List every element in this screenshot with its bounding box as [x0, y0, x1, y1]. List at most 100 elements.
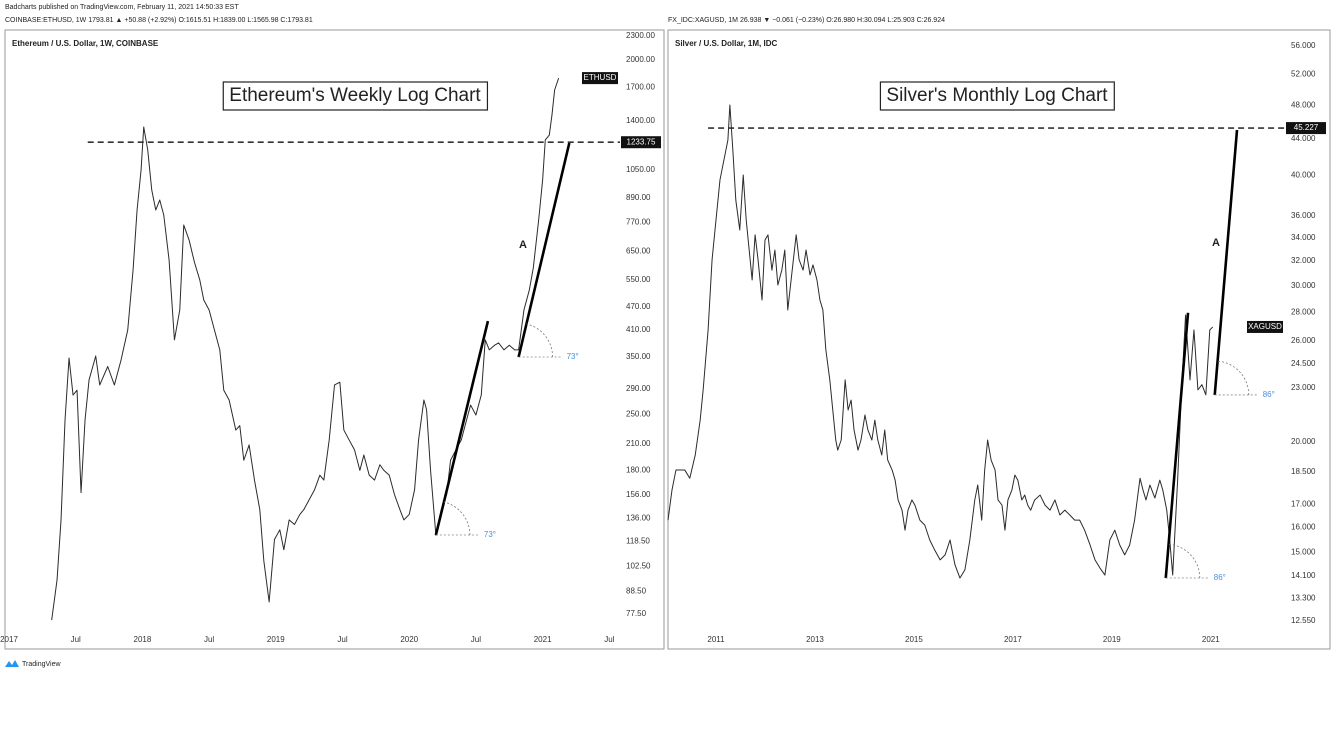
last-price-label: XAGUSD	[1248, 322, 1282, 331]
x-tick-label: Jul	[204, 635, 214, 644]
y-tick-label: 32.000	[1291, 256, 1316, 265]
angle-arc	[1168, 543, 1201, 579]
y-tick-label: 250.00	[626, 409, 651, 418]
y-tick-label: 12.550	[1291, 616, 1316, 625]
y-tick-label: 20.000	[1291, 437, 1316, 446]
level-label-box	[621, 136, 661, 149]
angle-arc	[526, 323, 554, 357]
y-tick-label: 136.00	[626, 513, 651, 522]
y-tick-label: 52.000	[1291, 70, 1316, 79]
logo-mark	[5, 660, 19, 667]
y-tick-label: 48.000	[1291, 100, 1316, 109]
x-tick-label: 2021	[1202, 635, 1220, 644]
y-tick-label: 770.00	[626, 218, 651, 227]
y-tick-label: 550.00	[626, 275, 651, 284]
title-box	[222, 81, 489, 111]
x-tick-label: Jul	[604, 635, 614, 644]
chart-subtitle: Ethereum / U.S. Dollar, 1W, COINBASE	[12, 39, 159, 48]
trend-line	[434, 320, 490, 536]
x-tick-label: 2017	[1004, 635, 1022, 644]
x-tick-label: 2013	[806, 635, 824, 644]
panel-frame	[667, 29, 1331, 650]
last-price-box	[1247, 320, 1283, 333]
y-tick-label: 18.500	[1291, 467, 1316, 476]
x-tick-label: Jul	[71, 635, 81, 644]
level-label: 45.227	[1294, 123, 1319, 132]
y-tick-label: 1700.00	[626, 83, 655, 92]
y-tick-label: 88.50	[626, 587, 647, 596]
chart-subtitle: Silver / U.S. Dollar, 1M, IDC	[675, 39, 777, 48]
chart-panel: FX_IDC:XAGUSD, 1M 26.938 ▼ −0.061 (−0.23…	[667, 17, 1331, 650]
y-tick-label: 44.000	[1291, 134, 1316, 143]
chart-title: Silver's Monthly Log Chart	[886, 85, 1108, 106]
y-tick-label: 77.50	[626, 609, 647, 618]
panel-frame	[4, 29, 665, 650]
y-tick-label: 15.000	[1291, 547, 1316, 556]
chart-title: Ethereum's Weekly Log Chart	[229, 85, 481, 106]
x-tick-label: Jul	[471, 635, 481, 644]
y-tick-label: 350.00	[626, 352, 651, 361]
last-price-box	[582, 72, 618, 85]
y-tick-label: 470.00	[626, 302, 651, 311]
x-tick-label: 2021	[534, 635, 552, 644]
y-tick-label: 56.000	[1291, 41, 1316, 50]
angle-arc	[443, 501, 471, 536]
y-tick-label: 410.00	[626, 325, 651, 334]
x-tick-label: Jul	[337, 635, 347, 644]
level-label: 1233.75	[627, 137, 656, 146]
title-box	[879, 81, 1115, 111]
y-tick-label: 102.50	[626, 561, 651, 570]
symbol-header: COINBASE:ETHUSD, 1W 1793.81 ▲ +50.88 (+2…	[5, 17, 313, 24]
y-tick-label: 40.000	[1291, 170, 1316, 179]
y-tick-label: 30.000	[1291, 281, 1316, 290]
x-tick-label: 2017	[0, 635, 18, 644]
angle-label: 86°	[1263, 390, 1275, 399]
y-tick-label: 2300.00	[626, 31, 655, 40]
price-line	[51, 77, 560, 621]
y-tick-label: 26.000	[1291, 336, 1316, 345]
y-tick-label: 890.00	[626, 193, 651, 202]
angle-arc	[1217, 360, 1250, 395]
x-tick-label: 2019	[1103, 635, 1121, 644]
y-tick-label: 118.50	[626, 537, 650, 546]
angle-label: 73°	[484, 530, 496, 539]
level-label-box	[1286, 122, 1326, 135]
footer-brand: TradingView	[22, 661, 61, 668]
y-tick-label: 24.500	[1291, 359, 1316, 368]
publisher-line: Badcharts published on TradingView.com, …	[5, 4, 239, 11]
y-tick-label: 13.300	[1291, 594, 1316, 603]
y-tick-label: 156.00	[626, 490, 651, 499]
angle-label: 86°	[1214, 573, 1226, 582]
y-tick-label: 36.000	[1291, 211, 1316, 220]
x-tick-label: 2015	[905, 635, 923, 644]
y-tick-label: 1400.00	[626, 116, 655, 125]
y-tick-label: 17.000	[1291, 499, 1316, 508]
x-tick-label: 2018	[134, 635, 152, 644]
trend-line	[1164, 312, 1190, 579]
wave-marker: A	[1212, 237, 1220, 249]
trend-line	[1213, 129, 1239, 396]
angle-label: 73°	[567, 352, 579, 361]
y-tick-label: 210.00	[626, 439, 651, 448]
y-tick-label: 180.00	[626, 465, 651, 474]
x-tick-label: 2019	[267, 635, 285, 644]
y-tick-label: 2000.00	[626, 55, 655, 64]
y-tick-label: 16.000	[1291, 523, 1316, 532]
y-tick-label: 14.100	[1291, 571, 1316, 580]
x-tick-label: 2011	[707, 635, 725, 644]
y-tick-label: 23.000	[1291, 383, 1316, 392]
y-tick-label: 650.00	[626, 247, 651, 256]
trend-line	[517, 142, 571, 358]
wave-marker: A	[519, 239, 527, 251]
y-tick-label: 34.000	[1291, 233, 1316, 242]
x-tick-label: 2020	[400, 635, 418, 644]
chart-panel: COINBASE:ETHUSD, 1W 1793.81 ▲ +50.88 (+2…	[0, 17, 665, 650]
tradingview-logo	[5, 660, 19, 667]
y-tick-label: 28.000	[1291, 308, 1316, 317]
y-tick-label: 1050.00	[626, 165, 655, 174]
y-tick-label: 290.00	[626, 384, 651, 393]
symbol-header: FX_IDC:XAGUSD, 1M 26.938 ▼ −0.061 (−0.23…	[668, 17, 945, 24]
price-line	[667, 104, 1214, 579]
